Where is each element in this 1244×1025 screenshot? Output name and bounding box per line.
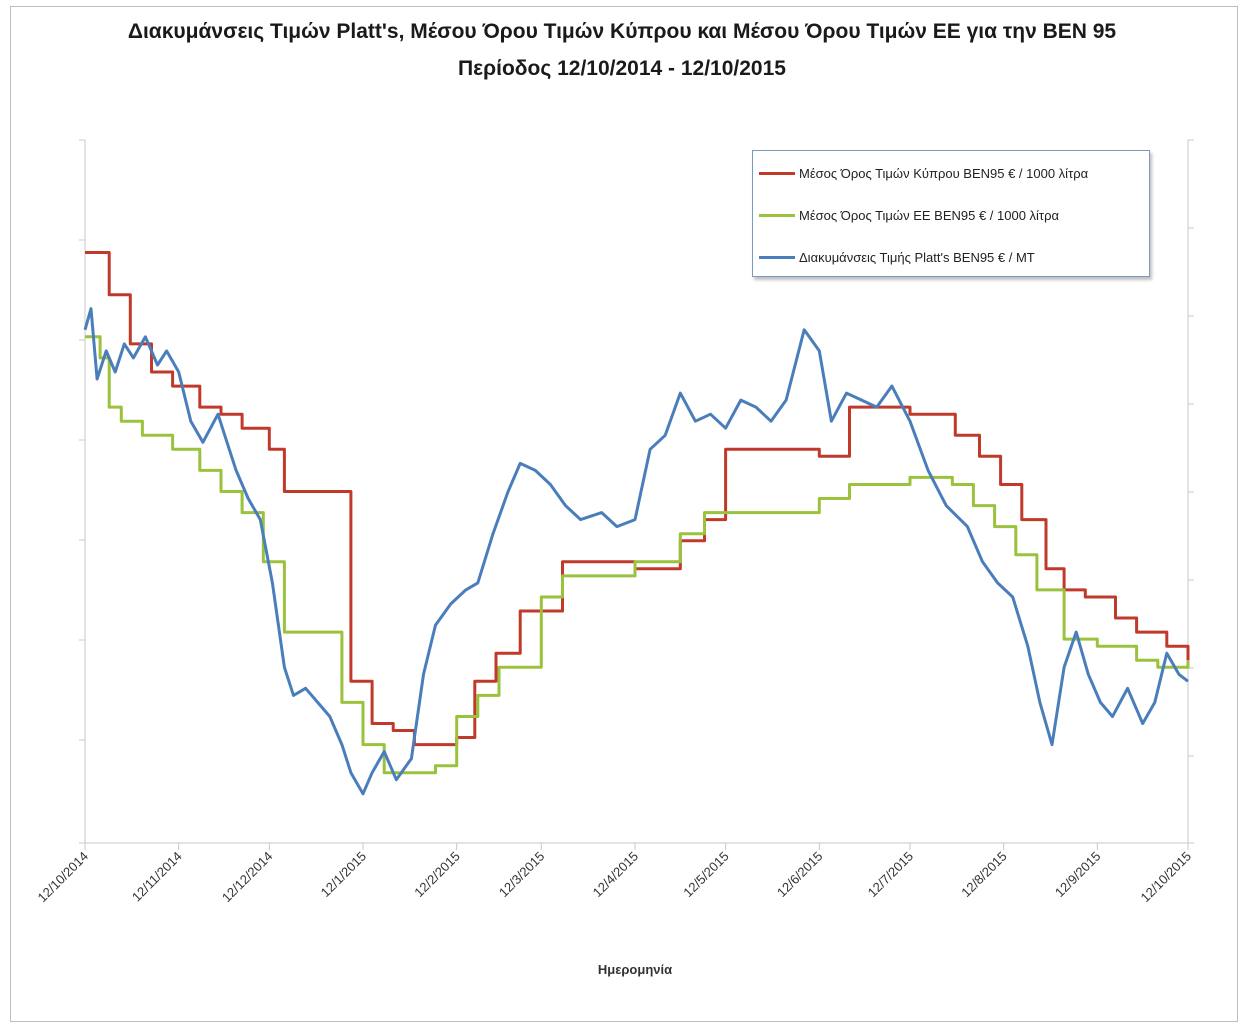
x-tick-label: 12/11/2014 (129, 849, 185, 905)
x-tick-label: 12/7/2015 (865, 849, 917, 901)
series-platts-line (83, 307, 1189, 796)
x-axis-label: Ημερομηνία (597, 962, 673, 977)
x-tick-label: 12/9/2015 (1052, 849, 1104, 901)
x-tick-label: 12/8/2015 (958, 849, 1010, 901)
legend-item-platts: Διακυμάνσεις Τιμής Platt's ΒΕΝ95 € / ΜΤ (759, 247, 1035, 267)
x-tick-label: 12/1/2015 (318, 849, 370, 901)
x-tick-label: 12/3/2015 (496, 849, 548, 901)
chart-subtitle: Περίοδος 12/10/2014 - 12/10/2015 (458, 57, 786, 80)
legend-item-cyprus: Μέσος Όρος Τιμών Κύπρου ΒΕΝ95 € / 1000 λ… (759, 163, 1088, 183)
legend-label-eu: Μέσος Όρος Τιμών ΕΕ ΒΕΝ95 € / 1000 λίτρα (799, 207, 1059, 223)
legend-swatch-platts (759, 255, 795, 259)
chart-title: Διακυμάνσεις Τιμών Platt's, Μέσου Όρου Τ… (127, 20, 1117, 43)
x-tick-label: 12/10/2015 (1137, 849, 1194, 906)
legend-swatch-cyprus (759, 171, 795, 175)
x-tick-label: 12/4/2015 (590, 849, 642, 901)
x-tick-label: 12/12/2014 (219, 849, 276, 906)
legend-label-cyprus: Μέσος Όρος Τιμών Κύπρου ΒΕΝ95 € / 1000 λ… (799, 165, 1089, 181)
x-tick-label: 12/10/2014 (34, 849, 91, 906)
legend-swatch-eu (759, 213, 795, 217)
x-tick-label: 12/5/2015 (680, 849, 732, 901)
series-cyprus-line (85, 251, 1190, 747)
series-eu-line (85, 335, 1190, 775)
legend-item-eu: Μέσος Όρος Τιμών ΕΕ ΒΕΝ95 € / 1000 λίτρα (759, 205, 1059, 225)
x-tick-label: 12/6/2015 (774, 849, 826, 901)
legend: Μέσος Όρος Τιμών Κύπρου ΒΕΝ95 € / 1000 λ… (752, 150, 1150, 277)
x-tick-label: 12/2/2015 (411, 849, 463, 901)
legend-label-platts: Διακυμάνσεις Τιμής Platt's ΒΕΝ95 € / ΜΤ (799, 249, 1035, 265)
